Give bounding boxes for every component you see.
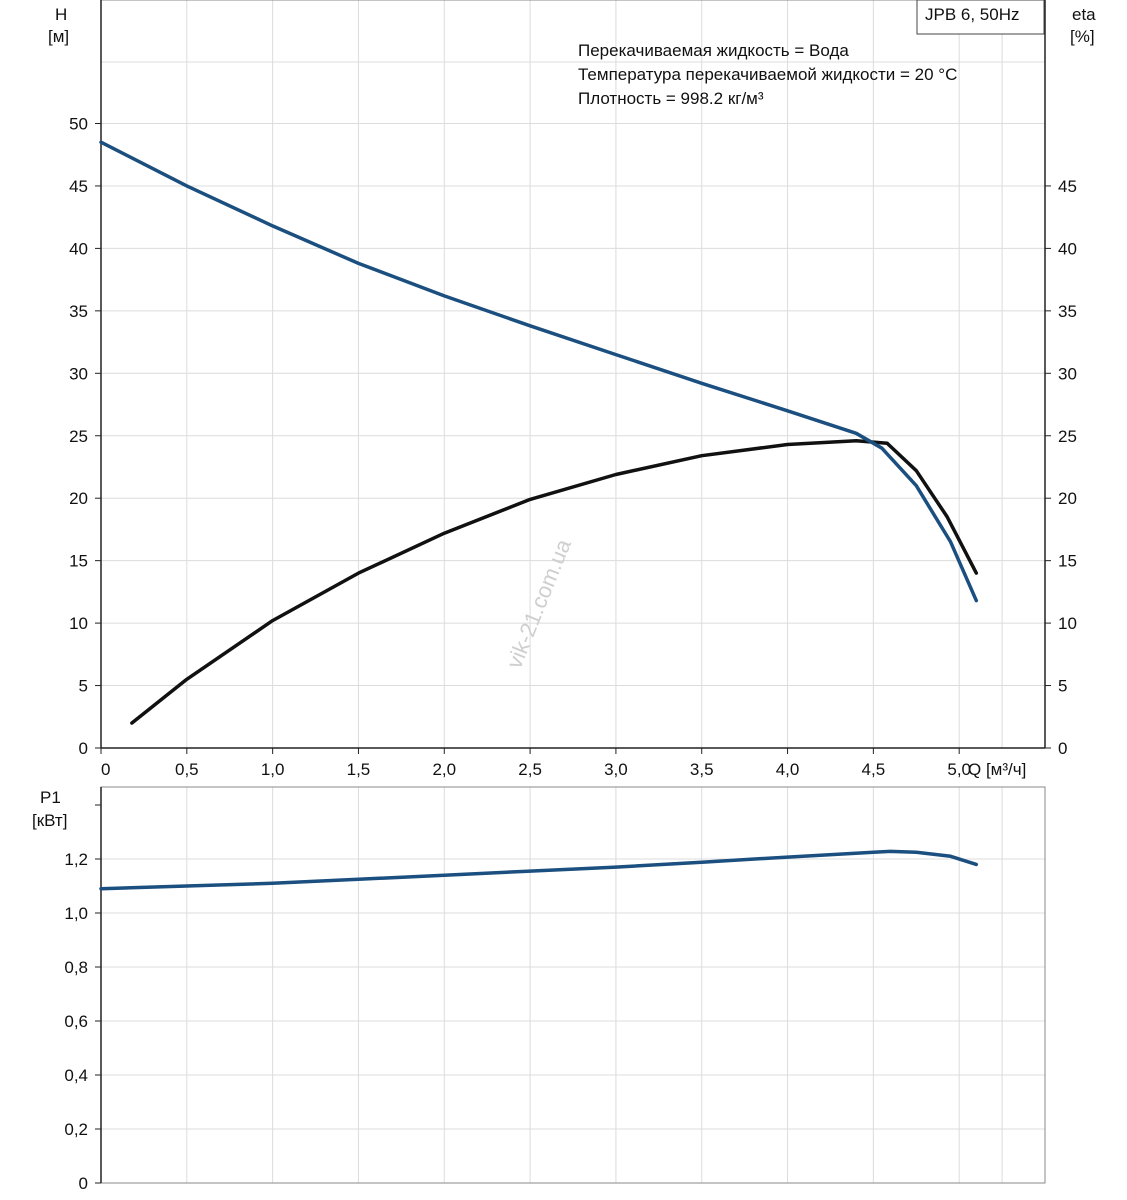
y-tick-label: 5 (79, 677, 88, 696)
y-tick-label: 0,2 (64, 1120, 88, 1139)
y-tick-label: 40 (69, 239, 88, 258)
x-tick-label: 3,0 (604, 760, 628, 779)
x-tick-label: 1,5 (347, 760, 371, 779)
x-tick-label: 2,0 (432, 760, 456, 779)
top-tick-labels: 0 0,5 1,0 1,5 2,0 2,5 3,0 3,5 4,0 4,5 5,0 0 5 10 15 20 2… (69, 115, 1077, 780)
top-series (99, 140, 979, 725)
y-tick-label: 10 (69, 614, 88, 633)
y-tick-label: 0,4 (64, 1066, 88, 1085)
p1-axis-label-name: P1 (40, 788, 61, 807)
x-tick-label: 0,5 (175, 760, 199, 779)
bottom-series (99, 849, 979, 891)
top-grid (100, 0, 1045, 749)
right-tick-label: 40 (1058, 239, 1077, 258)
bottom-grid (100, 787, 1045, 1184)
y-tick-label: 30 (69, 364, 88, 383)
watermark: vik-21.com.ua (501, 535, 576, 672)
right-tick-label: 30 (1058, 364, 1077, 383)
right-tick-label: 0 (1058, 739, 1067, 758)
power-curve (99, 849, 979, 891)
x-axis-label: Q [м³/ч] (968, 760, 1026, 779)
right-tick-label: 35 (1058, 302, 1077, 321)
top-plot-frame (100, 0, 1046, 749)
efficiency-curve (130, 438, 979, 725)
annotation-temperature: Температура перекачиваемой жидкости = 20… (578, 65, 957, 84)
y-tick-label: 1,0 (64, 904, 88, 923)
y-tick-label: 0,6 (64, 1012, 88, 1031)
x-tick-label: 4,0 (776, 760, 800, 779)
chart-title: JPB 6, 50Hz (925, 5, 1020, 24)
y-tick-label: 0,8 (64, 958, 88, 977)
right-axis-label-unit: [%] (1070, 27, 1095, 46)
x-tick-label: 3,5 (690, 760, 714, 779)
y-tick-label: 45 (69, 177, 88, 196)
y-axis-label-unit: [м] (48, 27, 69, 46)
right-axis-label-name: eta (1072, 5, 1096, 24)
right-tick-label: 25 (1058, 427, 1077, 446)
y-tick-label: 20 (69, 489, 88, 508)
y-tick-label: 0 (79, 1174, 88, 1193)
x-tick-label: 5,0 (947, 760, 971, 779)
y-tick-label: 0 (79, 739, 88, 758)
right-tick-label: 5 (1058, 677, 1067, 696)
right-tick-label: 10 (1058, 614, 1077, 633)
right-tick-label: 45 (1058, 177, 1077, 196)
x-tick-label: 1,0 (261, 760, 285, 779)
x-tick-label: 4,5 (862, 760, 886, 779)
right-tick-label: 20 (1058, 489, 1077, 508)
title-box (916, 0, 1045, 35)
y-tick-label: 25 (69, 427, 88, 446)
head-curve (99, 140, 979, 603)
bottom-tick-labels: 0 0,2 0,4 0,6 0,8 1,0 1,2 (64, 804, 101, 1193)
bottom-plot-frame (100, 786, 1046, 1184)
x-tick-label: 2,5 (518, 760, 542, 779)
p1-axis-label-unit: [кВт] (32, 811, 67, 830)
annotation-density: Плотность = 998.2 кг/м³ (578, 89, 764, 108)
annotation-fluid: Перекачиваемая жидкость = Вода (578, 41, 849, 60)
y-tick-label: 1,2 (64, 850, 88, 869)
y-tick-label: 35 (69, 302, 88, 321)
right-tick-label: 15 (1058, 552, 1077, 571)
y-axis-label-name: H (55, 5, 67, 24)
y-tick-label: 50 (69, 115, 88, 134)
y-tick-label: 15 (69, 552, 88, 571)
x-tick-label: 0 (101, 760, 110, 779)
